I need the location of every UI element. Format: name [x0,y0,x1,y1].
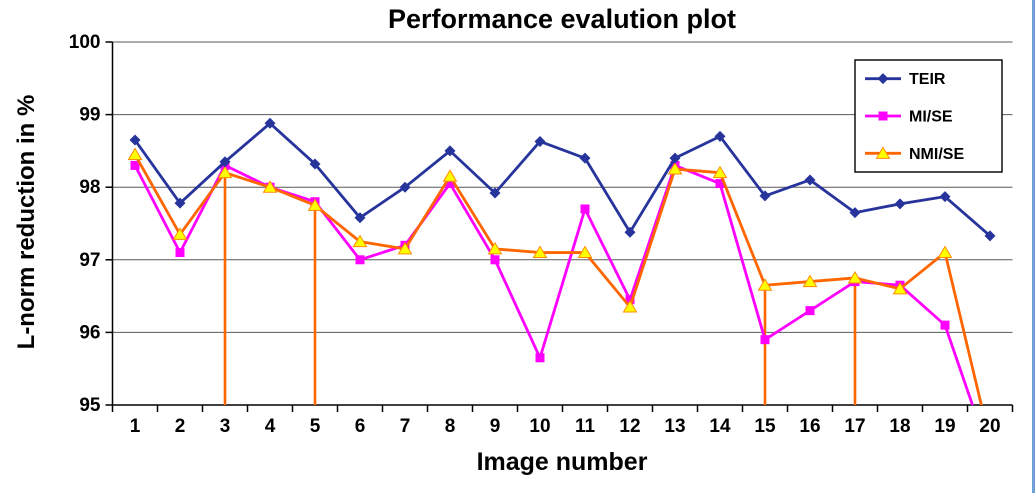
diamond-marker [877,73,889,85]
triangle-marker [757,278,773,291]
triangle-marker [397,241,413,255]
x-tick-label: 10 [529,416,550,437]
x-tick-label: 19 [934,416,955,437]
triangle-marker [712,165,728,179]
square-marker [805,306,815,316]
legend-label: TEIR [909,71,946,88]
diamond-marker [669,152,681,164]
diamond-marker [579,152,591,164]
square-marker [878,111,888,121]
diamond-marker [534,135,546,147]
square-marker [715,179,725,189]
square-marker [760,335,770,345]
diamond-marker [129,134,141,146]
triangle-marker [892,281,908,295]
x-tick-label: 11 [575,416,596,437]
diamond-marker [309,158,321,170]
x-tick-label: 18 [889,416,910,437]
plot-area [127,117,996,460]
x-tick-label: 17 [844,416,865,437]
x-tick-label: 1 [130,416,141,437]
chart-title: Performance evalution plot [387,4,737,34]
square-marker [625,295,635,305]
diamond-marker [624,226,636,238]
x-tick-label: 8 [445,416,456,437]
y-tick-label: 99 [79,105,100,126]
triangle-marker [352,234,368,248]
x-tick-label: 15 [754,416,776,437]
y-tick-label: 98 [79,177,100,198]
diamond-marker [759,190,771,202]
diamond-marker [894,198,906,210]
triangle-marker [262,180,278,193]
x-tick-label: 12 [619,416,640,437]
square-marker [130,160,140,170]
square-marker [175,248,185,258]
y-tick-label: 97 [79,250,100,271]
triangle-marker [127,147,143,161]
triangle-marker [667,162,683,175]
diamond-marker [264,117,276,129]
series-line-TEIR [133,121,991,237]
square-marker [445,179,455,189]
diamond-marker [444,145,456,157]
legend-label: NMI/SE [909,146,964,163]
triangle-marker [307,198,323,211]
x-tick-label: 16 [799,416,820,437]
square-marker [580,204,590,214]
diamond-marker [354,212,366,224]
square-marker [490,255,500,265]
triangle-marker [622,300,638,313]
triangle-marker [577,245,593,259]
x-axis-label: Image number [476,448,648,476]
y-tick-label: 100 [69,32,101,53]
x-tick-label: 7 [400,416,411,437]
triangle-marker [937,245,953,259]
square-marker [986,451,995,460]
triangle-marker [172,227,188,240]
triangle-marker [487,241,503,255]
x-tick-label: 20 [979,416,1000,437]
x-tick-label: 14 [709,416,731,437]
series-line-NMI/SE [133,153,983,405]
diamond-marker [804,174,816,186]
diamond-marker [939,191,951,203]
triangle-marker [802,274,818,288]
y-tick-label: 96 [79,322,100,343]
legend-label: MI/SE [909,109,953,126]
x-tick-label: 5 [310,416,321,437]
triangle-marker [442,169,458,182]
diamond-marker [219,156,231,168]
page-edge-rule [1032,0,1035,493]
y-tick-label: 95 [79,395,101,416]
x-tick-label: 4 [265,416,276,437]
x-tick-label: 9 [490,416,501,437]
y-axis-label: L-norm reduction in % [13,94,40,350]
diamond-marker [489,187,501,199]
diamond-marker [849,207,861,219]
triangle-marker [875,146,891,159]
triangle-marker [217,165,233,179]
x-tick-label: 3 [220,416,231,437]
x-tick-label: 6 [355,416,366,437]
x-tick-label: 2 [175,416,186,437]
triangle-marker [532,245,548,259]
triangle-marker [847,270,863,284]
diamond-marker [174,197,186,209]
square-marker [355,255,365,265]
diamond-marker [984,230,996,242]
series-line-MI/SE [133,164,974,405]
x-tick-label: 13 [664,416,685,437]
diamond-marker [714,130,726,142]
square-marker [940,320,950,330]
diamond-marker [399,181,411,193]
square-marker [535,353,545,363]
